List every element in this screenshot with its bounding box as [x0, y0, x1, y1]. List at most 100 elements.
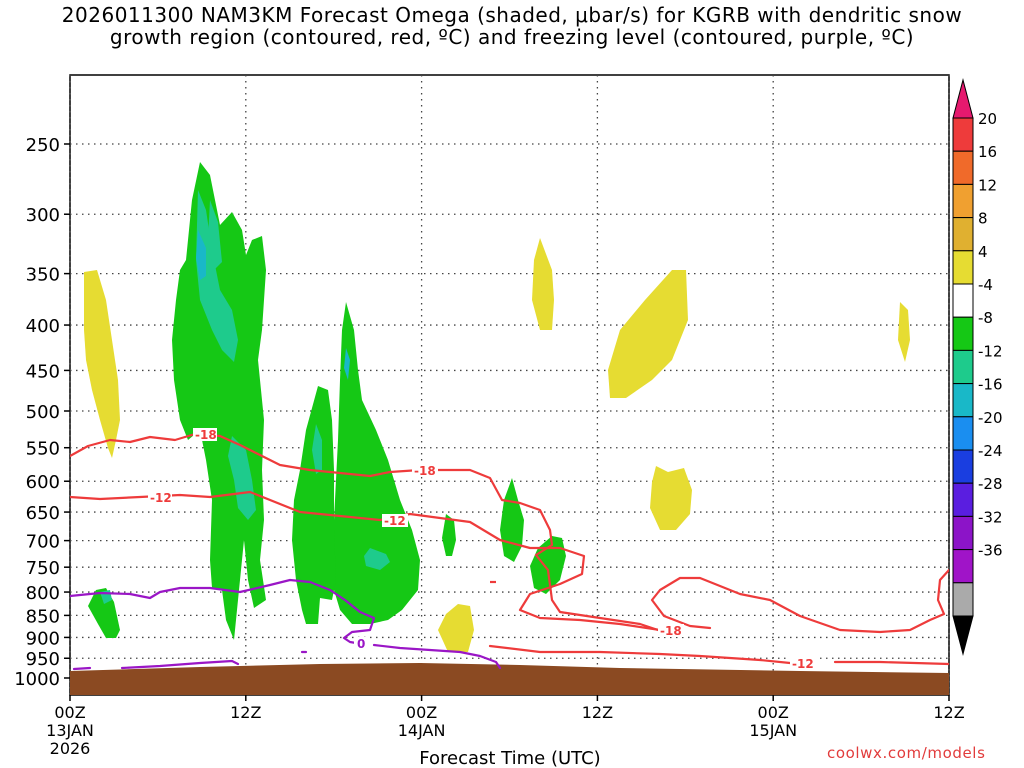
y-tick-label: 1000: [14, 669, 60, 690]
colorbar-swatch: [952, 183, 974, 219]
y-tick-label: 350: [26, 265, 60, 286]
y-tick-label: 550: [26, 439, 60, 460]
y-axis: 2503003504004505005506006507007508008509…: [14, 135, 70, 690]
colorbar-label: -4: [978, 276, 993, 294]
colorbar-swatch: [952, 482, 974, 517]
omega-yellow-blob: [532, 238, 554, 330]
site-credit: coolwx.com/models: [827, 744, 986, 762]
y-tick-label: 850: [26, 606, 60, 627]
colorbar-top-arrow: [952, 78, 974, 119]
x-tick-date: 15JAN: [749, 721, 797, 740]
y-tick-label: 900: [26, 628, 60, 649]
x-tick-date: 13JAN: [46, 721, 94, 740]
omega-shading: [70, 162, 949, 695]
omega-green-region: [88, 588, 120, 638]
omega-green-region: [442, 514, 456, 556]
x-tick-label: 12Z: [933, 703, 964, 722]
dgz-contour-mid: [70, 490, 664, 634]
colorbar-label: -28: [978, 475, 1003, 493]
contour-labels: -18 -18 -12 -12 -18 -12: [148, 428, 816, 671]
colorbar-swatch: [952, 316, 974, 351]
colorbar: 20 16 12 8 4 -4 -8 -12 -16 -20 -24 -28 -32 -36: [952, 78, 1003, 656]
contour-label-red-mid2: -12: [384, 514, 406, 528]
y-tick-label: 250: [26, 135, 60, 156]
freezing-contours: [70, 578, 502, 671]
x-tick-label: 00Z: [54, 703, 85, 722]
y-tick-label: 500: [26, 402, 60, 423]
y-tick-label: 400: [26, 316, 60, 337]
colorbar-label: 8: [978, 210, 988, 228]
colorbar-label: 12: [978, 176, 997, 194]
colorbar-swatch: [952, 515, 974, 551]
x-tick-date: 14JAN: [398, 721, 446, 740]
y-tick-label: 950: [26, 649, 60, 670]
omega-yellow-blob: [438, 604, 474, 652]
x-tick-label: 00Z: [406, 703, 437, 722]
colorbar-label: -8: [978, 309, 993, 327]
colorbar-label: 4: [978, 243, 988, 261]
omega-green-region: [332, 302, 420, 624]
freezing-contour-lower: [372, 643, 502, 670]
contour-label-red-low2: -12: [792, 657, 814, 671]
omega-teal-region: [196, 190, 238, 362]
omega-teal-region: [364, 548, 390, 570]
ground: [70, 663, 949, 695]
chart-title-line2: growth region (contoured, red, ºC) and f…: [109, 25, 915, 49]
contour-label-red-low: -18: [660, 624, 682, 638]
y-tick-label: 750: [26, 558, 60, 579]
y-tick-label: 300: [26, 205, 60, 226]
contour-label-red-upper2: -18: [414, 464, 436, 478]
omega-yellow-blob: [898, 302, 910, 362]
colorbar-swatch: [952, 549, 974, 584]
colorbar-swatch: [952, 283, 974, 318]
omega-teal-region: [208, 200, 222, 270]
colorbar-swatch: [952, 217, 974, 252]
colorbar-label: 16: [978, 143, 997, 161]
omega-teal-region: [312, 424, 322, 474]
omega-cyan-region: [196, 230, 206, 280]
colorbar-label: -36: [978, 542, 1003, 560]
colorbar-label: -12: [978, 342, 1003, 360]
contour-label-red-mid: -12: [150, 491, 172, 505]
y-tick-label: 700: [26, 532, 60, 553]
colorbar-swatch: [952, 416, 974, 451]
y-tick-label: 450: [26, 361, 60, 382]
omega-yellow-blob: [84, 270, 120, 458]
contour-label-purple: 0: [357, 637, 365, 651]
omega-yellow-blob: [608, 270, 688, 398]
omega-green-region: [292, 386, 336, 624]
omega-yellow-blob: [650, 466, 692, 530]
chart-title-line1: 2026011300 NAM3KM Forecast Omega (shaded…: [61, 3, 963, 27]
dgz-contour-right: [650, 568, 949, 634]
colorbar-label: -32: [978, 508, 1003, 526]
colorbar-swatch: [952, 582, 974, 617]
omega-cyan-region: [344, 348, 350, 380]
x-tick-label: 12Z: [230, 703, 261, 722]
contour-label-red-upper: -18: [195, 428, 217, 442]
colorbar-swatch: [952, 449, 974, 484]
colorbar-label: -20: [978, 409, 1003, 427]
freezing-contour-surface: [72, 659, 240, 671]
colorbar-label: -16: [978, 376, 1003, 394]
y-tick-label: 800: [26, 583, 60, 604]
colorbar-label: -24: [978, 442, 1003, 460]
dgz-contour-low: [488, 644, 949, 666]
omega-green-region: [172, 162, 266, 640]
colorbar-swatch: [952, 349, 974, 385]
x-tick-year: 2026: [50, 739, 91, 758]
x-axis-label: Forecast Time (UTC): [419, 748, 600, 768]
x-tick-label: 00Z: [758, 703, 789, 722]
dgz-contours: [70, 432, 949, 666]
colorbar-bottom-arrow: [952, 615, 974, 656]
colorbar-swatch: [952, 117, 974, 152]
dgz-contour-upper: [70, 432, 660, 632]
y-tick-label: 600: [26, 472, 60, 493]
y-tick-label: 650: [26, 503, 60, 524]
freezing-contour-upper: [70, 578, 376, 645]
omega-teal-region: [228, 436, 256, 520]
colorbar-swatch: [952, 250, 974, 285]
omega-green-region: [530, 536, 566, 594]
colorbar-swatch: [952, 150, 974, 185]
